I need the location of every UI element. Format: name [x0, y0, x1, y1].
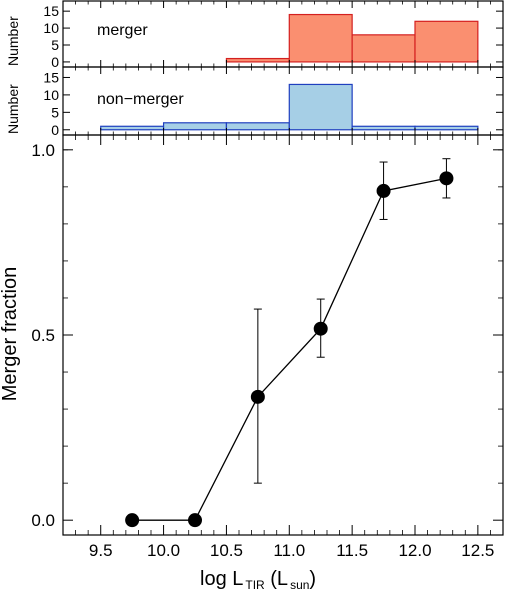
data-point — [439, 171, 454, 186]
merger-fraction-panel: 0.0 0.5 1.0 9.5 10.0 10.5 11.0 11.5 12.0 12.5 — [31, 134, 504, 560]
data-point — [188, 513, 202, 528]
x-tick-label: 9.5 — [89, 541, 113, 560]
merger-bar — [288, 13, 353, 63]
merger-panel-label: merger — [97, 22, 148, 39]
non-merger-panel-label: non−merger — [97, 91, 184, 108]
merger-bar — [225, 57, 290, 63]
data-point — [250, 389, 265, 404]
x-axis-title-subscript-tir: TIR — [245, 578, 265, 589]
x-axis-title-main: log L — [200, 568, 243, 589]
non-merger-y-tick-label: 5 — [51, 104, 59, 120]
data-point — [125, 513, 140, 528]
x-tick-label: 11.5 — [336, 541, 368, 560]
fraction-y-tick-label: 0.5 — [31, 326, 55, 345]
merger-y-tick-label: 10 — [43, 20, 59, 36]
x-tick-label: 10.5 — [210, 541, 243, 560]
data-point — [376, 183, 391, 198]
merger-fraction-y-axis-title: Merger fraction — [0, 267, 21, 402]
non-merger-bar — [288, 83, 353, 131]
non-merger-bar — [225, 122, 290, 131]
non-merger-y-tick-label: 15 — [43, 69, 59, 85]
merger-y-tick-label: 5 — [51, 37, 59, 53]
merger-y-tick-label: 0 — [51, 54, 59, 70]
x-axis-title-close: ) — [309, 568, 316, 589]
non-merger-bar — [414, 125, 479, 131]
x-axis-title: log L TIR (L sun) — [200, 568, 316, 589]
fraction-frame — [62, 134, 504, 536]
x-tick-label: 11.0 — [273, 541, 305, 560]
x-axis-title-subscript-sun: sun — [290, 578, 309, 589]
x-tick-label: 12.5 — [461, 541, 494, 560]
non-merger-y-tick-label: 0 — [51, 122, 59, 138]
non-merger-histogram-panel: 0 510 15 — [43, 66, 504, 138]
non-merger-bar — [100, 125, 165, 131]
merger-bar — [414, 20, 479, 63]
merger-fraction-line — [132, 177, 447, 521]
x-axis-title-paren: (L — [265, 568, 288, 589]
data-point — [313, 321, 328, 336]
non-merger-bar — [162, 122, 228, 131]
x-tick-label: 12.0 — [398, 541, 431, 560]
x-tick-label: 10.0 — [147, 541, 180, 560]
non-merger-bar — [351, 125, 416, 131]
non-merger-y-tick-label: 10 — [43, 87, 59, 103]
merger-y-axis-label: Number — [5, 16, 21, 66]
fraction-y-tick-label: 1.0 — [31, 141, 55, 160]
fraction-y-tick-label: 0.0 — [31, 511, 55, 530]
merger-y-tick-label: 15 — [43, 3, 59, 19]
merger-bar — [351, 34, 416, 63]
non-merger-y-axis-label: Number — [5, 84, 21, 134]
